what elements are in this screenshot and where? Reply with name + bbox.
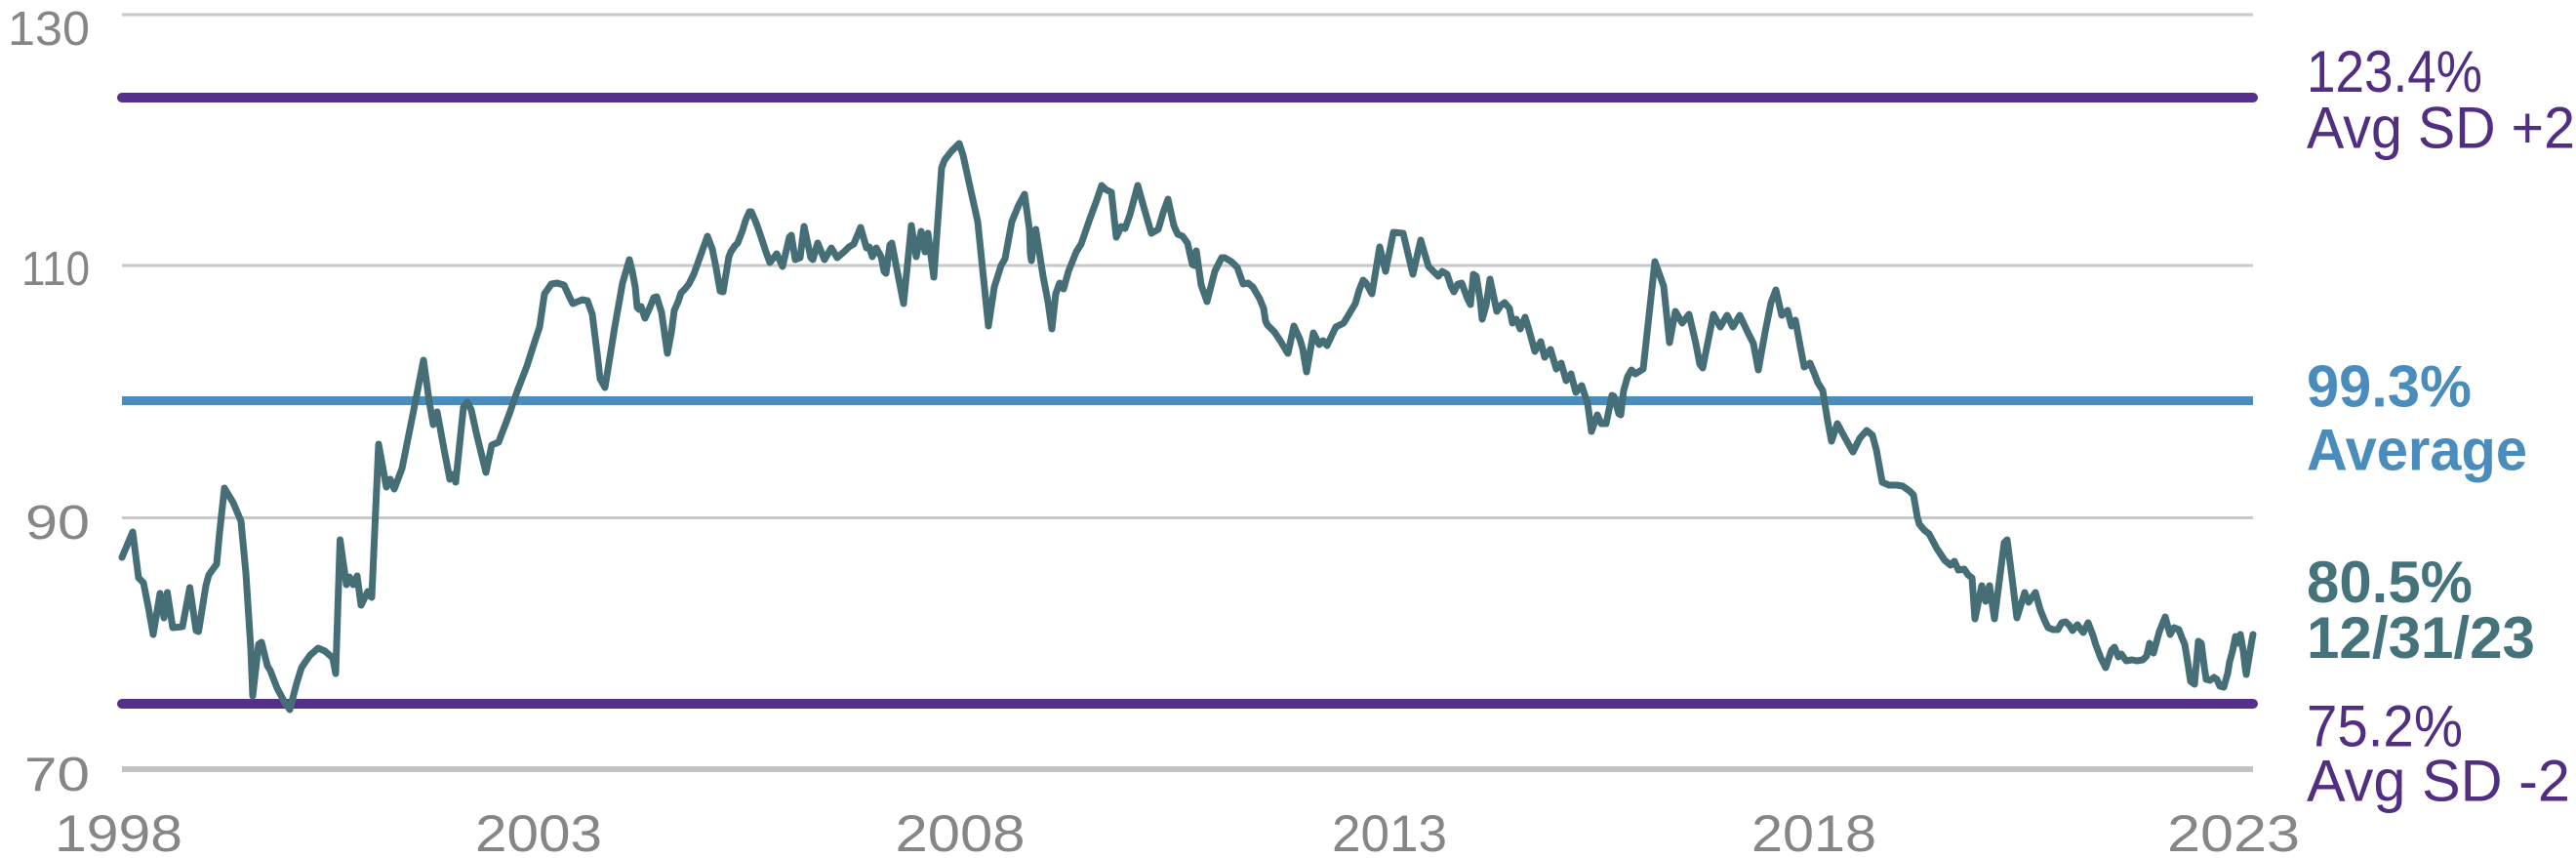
svg-text:Avg SD +2: Avg SD +2 <box>2307 96 2575 161</box>
svg-text:2008: 2008 <box>896 805 1026 858</box>
svg-text:70: 70 <box>24 749 90 801</box>
svg-text:90: 90 <box>25 497 90 550</box>
svg-text:123.4%: 123.4% <box>2307 39 2482 104</box>
svg-text:1998: 1998 <box>55 805 182 858</box>
svg-text:Avg SD -2: Avg SD -2 <box>2307 749 2570 814</box>
svg-text:99.3%: 99.3% <box>2307 353 2472 419</box>
svg-text:75.2%: 75.2% <box>2307 693 2463 758</box>
svg-text:2003: 2003 <box>475 805 602 858</box>
svg-text:80.5%: 80.5% <box>2307 550 2473 615</box>
svg-text:130: 130 <box>8 3 90 56</box>
svg-text:12/31/23: 12/31/23 <box>2307 605 2535 671</box>
svg-text:2018: 2018 <box>1751 805 1876 858</box>
svg-text:2013: 2013 <box>1332 805 1447 858</box>
svg-text:2023: 2023 <box>2167 805 2300 858</box>
svg-text:Average: Average <box>2307 418 2527 483</box>
svg-text:110: 110 <box>21 243 90 296</box>
